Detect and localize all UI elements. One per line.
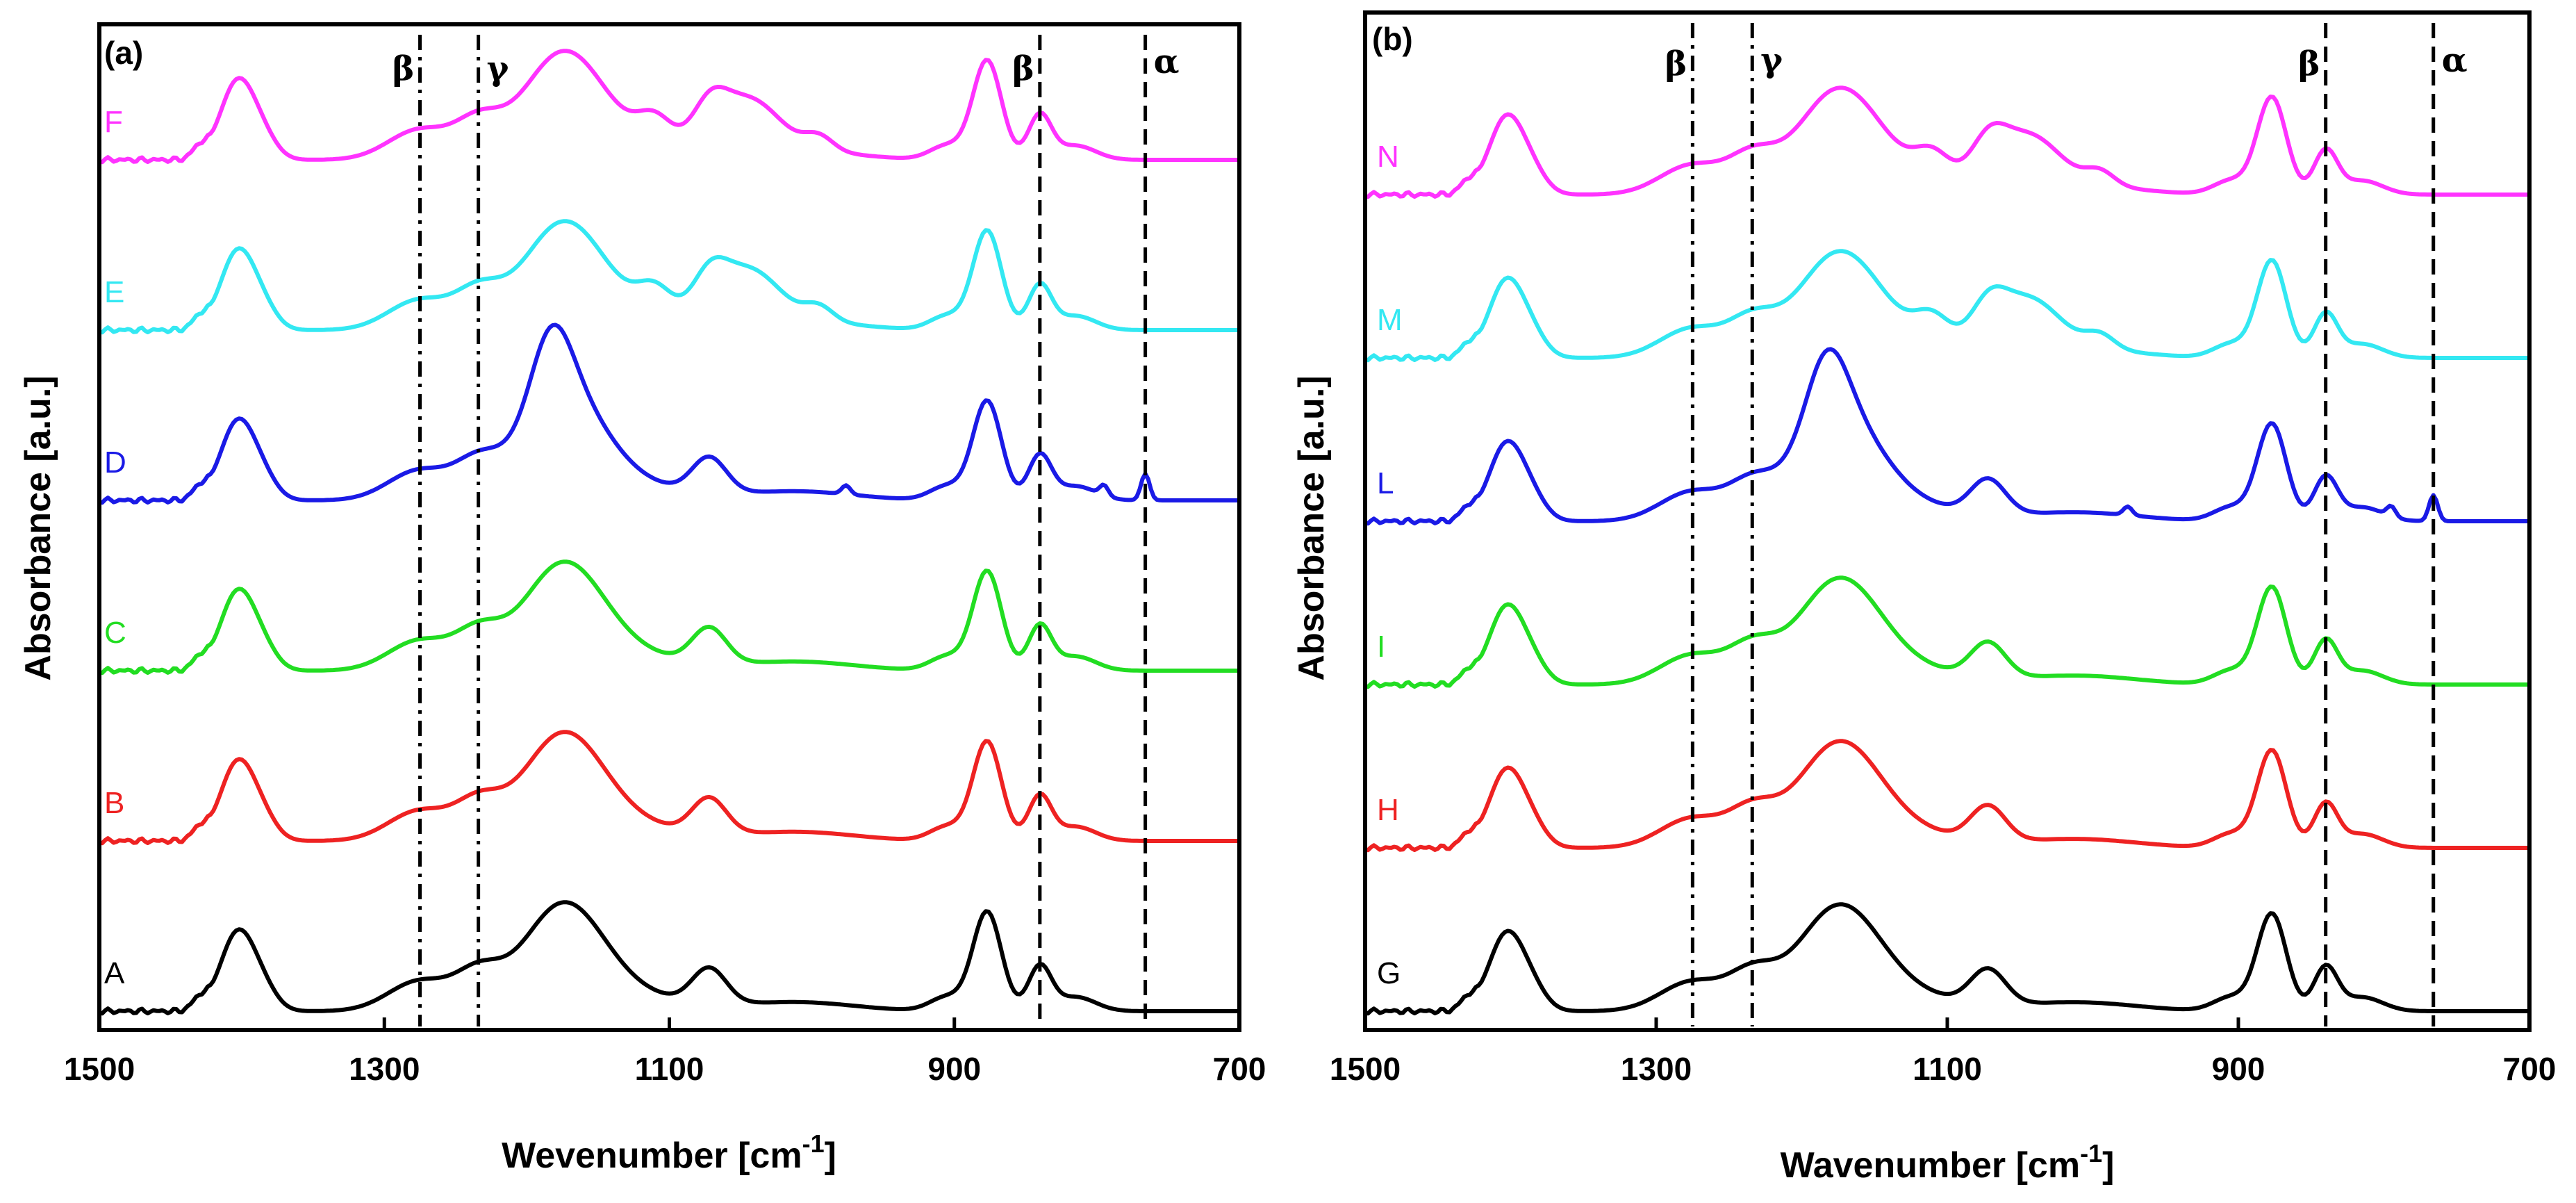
panel-b-series-label-h: H [1377,793,1399,827]
panel-b-y-axis-title: Absorbance [a.u.] [1291,375,1332,680]
panel-a-x-axis-title-end: ] [825,1136,836,1176]
panel-a-x-axis-title: Wevenumber [cm-1] [502,1129,836,1176]
panel-b-series-labels: N M L I H G [1377,140,1403,990]
panel-a-curves [97,49,1241,1016]
panel-b-series-label-l: L [1377,466,1394,500]
panel-a-spectrum-b [97,730,1241,846]
panel-b-x-tick-label-1100: 1100 [1913,1051,1982,1087]
panel-b-series-label-n: N [1377,140,1399,174]
panel-a-spectrum-c [97,559,1241,676]
panel-a-phase-label-beta-1: β [393,49,415,88]
panel-b-phase-label-beta-2: β [2298,44,2320,83]
panel-b-reference-lines [1690,23,2436,1026]
panel-a-series-label-e: E [104,275,124,309]
panel-a-spectrum-f [97,49,1241,165]
panel-a-spectrum-a [97,900,1241,1016]
panel-a-x-tick-labels: 1500 1300 1100 900 700 [64,1051,1266,1087]
panel-b-phase-labels: β γ β α [1665,41,2468,83]
panel-b-spectrum-i [1363,575,2532,689]
panel-a-x-tick-label-1300: 1300 [349,1051,420,1087]
panel-b-spectrum-n [1363,85,2532,199]
panel-a-series-label-d: D [104,445,126,480]
panel-a-y-axis-title: Absorbance [a.u.] [18,375,58,680]
panel-a-x-tick-label-1100: 1100 [635,1051,704,1087]
panel-a-label: (a) [104,35,143,71]
panel-a-series-label-c: C [104,616,126,650]
panel-b-label: (b) [1372,21,1413,57]
panel-b-x-tick-label-700: 700 [2503,1051,2557,1087]
panel-b-series-label-g: G [1377,956,1401,990]
panel-b-x-axis-title-end: ] [2102,1145,2114,1186]
panel-a-phase-label-beta-2: β [1012,49,1034,88]
panel-a-series-label-a: A [104,956,125,990]
panel-a-phase-label-gamma: γ [487,49,509,88]
panel-b-x-ticks [1363,1017,2532,1030]
panel-b-x-tick-labels: 1500 1300 1100 900 700 [1330,1051,2557,1087]
panel-a-x-ticks [97,1017,1241,1030]
panel-b-phase-label-alpha: α [2442,41,2468,80]
panel-b-phase-label-beta-1: β [1665,44,1687,83]
panel-a-phase-labels: β γ β α [393,42,1180,88]
panel-b-curves [1363,85,2532,1016]
panel-b-x-axis-title: Wavenumber [cm-1] [1781,1139,2115,1186]
panel-b-spectrum-h [1363,739,2532,853]
panel-a-spectrum-e [97,219,1241,335]
panel-a-series-labels: F E D C B A [104,105,126,990]
panel-a-x-axis-title-superscript: -1 [802,1129,825,1158]
panel-a-x-tick-label-900: 900 [927,1051,981,1087]
panel-b-spectrum-g [1363,902,2532,1016]
panel-a-x-tick-label-700: 700 [1213,1051,1266,1087]
panel-a-phase-label-alpha: α [1154,42,1180,81]
panel-b-series-label-m: M [1377,303,1403,337]
panel-a-series-label-f: F [104,105,123,139]
panel-b-x-axis-title-superscript: -1 [2080,1139,2102,1168]
panel-b: Absorbance [a.u.] β γ β α N M L I H [1291,10,2557,1186]
panel-b-spectrum-l [1363,347,2532,526]
panel-a-x-tick-label-1500: 1500 [64,1051,135,1087]
panel-a: Absorbance [a.u.] β γ β α F E D C B [18,22,1266,1176]
panel-b-x-tick-label-1500: 1500 [1330,1051,1401,1087]
panel-b-phase-label-gamma: γ [1760,41,1783,80]
panel-a-series-label-b: B [104,786,124,820]
panel-b-series-label-i: I [1377,630,1385,664]
panel-a-spectrum-d [97,322,1241,505]
panel-b-x-tick-label-900: 900 [2212,1051,2265,1087]
panel-b-x-tick-label-1300: 1300 [1621,1051,1692,1087]
panel-b-spectrum-m [1363,249,2532,363]
panel-a-frame [97,22,1241,1032]
panel-a-reference-lines [418,35,1148,1026]
